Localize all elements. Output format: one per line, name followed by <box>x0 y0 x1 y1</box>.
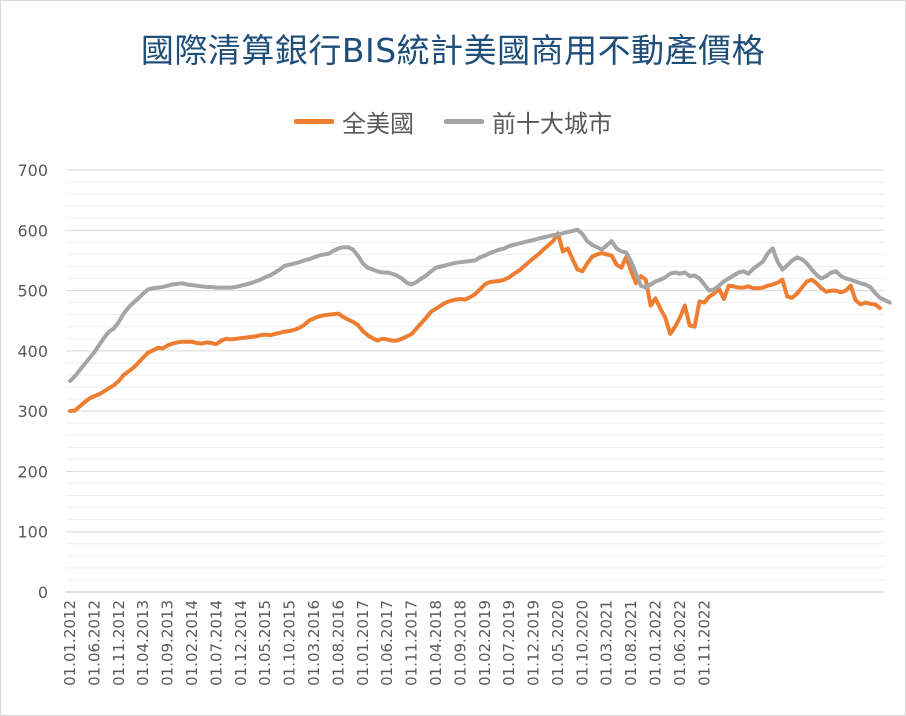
x-tick-label: 01.12.2019 <box>525 600 543 686</box>
y-tick-label: 700 <box>17 161 48 180</box>
x-tick-label: 01.02.2014 <box>183 600 201 686</box>
y-tick-label: 100 <box>17 523 48 542</box>
x-tick-label: 01.02.2019 <box>476 600 494 686</box>
x-tick-label: 01.10.2015 <box>281 600 299 686</box>
legend-label-1: 前十大城市 <box>492 110 612 138</box>
x-tick-label: 01.04.2013 <box>134 600 152 686</box>
x-tick-label: 01.11.2017 <box>403 600 421 686</box>
x-tick-label: 01.07.2019 <box>500 600 518 686</box>
legend-swatch-0 <box>294 119 334 124</box>
x-tick-label: 01.10.2020 <box>573 600 591 686</box>
x-tick-label: 01.05.2015 <box>256 600 274 686</box>
y-tick-label: 600 <box>17 221 48 240</box>
x-tick-label: 01.01.2017 <box>354 600 372 686</box>
y-tick-label: 0 <box>38 583 48 602</box>
x-tick-label: 01.01.2022 <box>647 600 665 686</box>
chart-legend: 全美國 前十大城市 <box>0 104 906 139</box>
legend-item-1: 前十大城市 <box>444 104 612 139</box>
x-tick-label: 01.11.2022 <box>695 600 713 686</box>
x-tick-label: 01.04.2018 <box>427 600 445 686</box>
y-tick-label: 300 <box>17 402 48 421</box>
series-line-0 <box>68 231 882 414</box>
series-line-1 <box>68 227 892 383</box>
y-tick-label: 500 <box>17 282 48 301</box>
x-tick-label: 01.09.2018 <box>451 600 469 686</box>
legend-swatch-1 <box>444 119 484 124</box>
x-tick-label: 01.09.2013 <box>159 600 177 686</box>
chart-title: 國際清算銀行BIS統計美國商用不動產價格 <box>140 31 766 70</box>
x-tick-label: 01.06.2022 <box>671 600 689 686</box>
x-tick-label: 01.05.2020 <box>549 600 567 686</box>
x-tick-label: 01.06.2012 <box>85 600 103 686</box>
x-tick-label: 01.12.2014 <box>232 600 250 686</box>
legend-item-0: 全美國 <box>294 104 414 139</box>
x-tick-label: 01.06.2017 <box>378 600 396 686</box>
x-tick-label: 01.07.2014 <box>207 600 225 686</box>
x-tick-label: 01.08.2016 <box>329 600 347 686</box>
x-tick-label: 01.01.2012 <box>61 600 79 686</box>
legend-label-0: 全美國 <box>342 110 414 138</box>
y-tick-label: 400 <box>17 342 48 361</box>
x-tick-label: 01.03.2021 <box>598 600 616 686</box>
y-tick-label: 200 <box>17 462 48 481</box>
x-tick-label: 01.03.2016 <box>305 600 323 686</box>
x-tick-label: 01.08.2021 <box>622 600 640 686</box>
x-tick-label: 01.11.2012 <box>110 600 128 686</box>
